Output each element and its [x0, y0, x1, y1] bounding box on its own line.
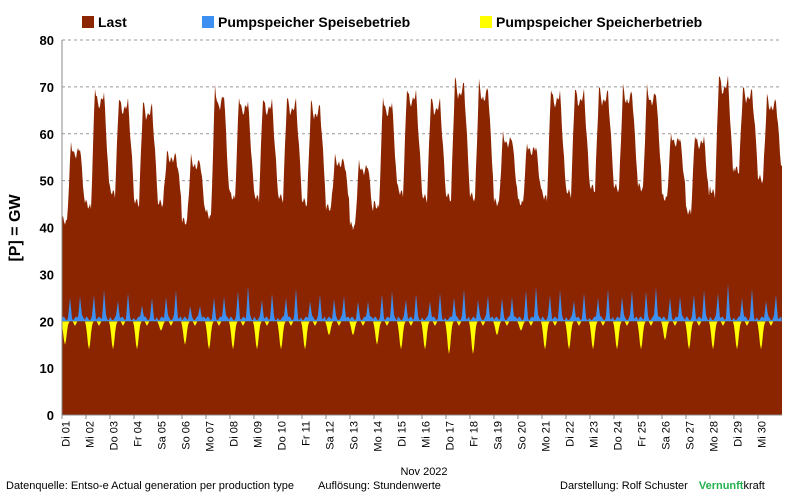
series-speisebetrieb [62, 284, 782, 322]
x-tick-label: Sa 26 [661, 421, 673, 450]
x-tick-label: Di 22 [565, 421, 577, 447]
x-tick-label: Mi 30 [757, 421, 769, 448]
footer-resolution: Auflösung: Stundenwerte [318, 480, 441, 492]
legend-label-speicherbetrieb: Pumpspeicher Speicherbetrieb [496, 14, 702, 30]
y-tick-label: 60 [40, 127, 54, 142]
series-last [62, 75, 782, 415]
x-tick-label: Mi 16 [421, 421, 433, 448]
x-tick-label: So 13 [349, 421, 361, 450]
footer-brand-green: Vernunft [699, 480, 744, 492]
y-tick-label: 0 [47, 408, 54, 423]
x-tick-label: Di 08 [229, 421, 241, 447]
y-axis-label: [P] = GW [7, 194, 24, 262]
y-tick-label: 50 [40, 174, 54, 189]
y-tick-label: 20 [40, 314, 54, 329]
y-tick-label: 70 [40, 80, 54, 95]
x-tick-label: Fr 11 [301, 421, 313, 446]
y-axis-ticks: 0 10 20 30 40 50 60 70 80 [40, 33, 54, 423]
x-tick-label: Di 29 [733, 421, 745, 447]
legend-label-speisebetrieb: Pumpspeicher Speisebetrieb [218, 14, 410, 30]
y-tick-label: 10 [40, 361, 54, 376]
legend-swatch-speisebetrieb [202, 16, 214, 28]
y-tick-label: 80 [40, 33, 54, 48]
x-axis-ticks: Di 01 Mi 02 Do 03 Fr 04 Sa 05 So 06 Mo 07 Di 08… [61, 415, 769, 452]
area-last [62, 75, 782, 415]
footer-credit: Darstellung: Rolf Schuster Vernunftkraft [560, 480, 765, 492]
x-tick-label: Di 15 [397, 421, 409, 447]
x-tick-label: Mo 14 [373, 421, 385, 452]
x-tick-label: Di 01 [61, 421, 73, 447]
y-tick-label: 30 [40, 267, 54, 282]
legend: Last Pumpspeicher Speisebetrieb Pumpspei… [82, 14, 702, 30]
x-tick-label: Mi 02 [85, 421, 97, 448]
x-tick-label: Sa 19 [493, 421, 505, 450]
x-tick-label: So 06 [181, 421, 193, 450]
x-axis-label: Nov 2022 [400, 466, 447, 478]
footer-brand-black: kraft [743, 480, 764, 492]
x-tick-label: Fr 25 [637, 421, 649, 447]
x-tick-label: Mo 28 [709, 421, 721, 452]
x-tick-label: Do 10 [277, 421, 289, 450]
x-tick-label: Mo 07 [205, 421, 217, 452]
area-speicherbetrieb [62, 321, 782, 355]
x-tick-label: Sa 12 [325, 421, 337, 450]
y-tick-label: 40 [40, 221, 54, 236]
area-speisebetrieb [62, 284, 782, 322]
series-speicherbetrieb [62, 320, 782, 355]
x-tick-label: Fr 18 [469, 421, 481, 447]
x-tick-label: So 20 [517, 421, 529, 450]
x-tick-label: Fr 04 [133, 421, 145, 447]
x-tick-label: Mi 23 [589, 421, 601, 448]
x-tick-label: Mi 09 [253, 421, 265, 448]
legend-swatch-speicherbetrieb [480, 16, 492, 28]
x-tick-label: Sa 05 [157, 421, 169, 450]
x-tick-label: Mo 21 [541, 421, 553, 452]
footer-source: Datenquelle: Entso-e Actual generation p… [6, 480, 294, 492]
footer-credit-author: Darstellung: Rolf Schuster [560, 480, 688, 492]
x-tick-label: Do 03 [109, 421, 121, 450]
x-tick-label: So 27 [685, 421, 697, 450]
x-tick-label: Do 24 [613, 421, 625, 450]
x-tick-label: Do 17 [445, 421, 457, 450]
legend-swatch-last [82, 16, 94, 28]
legend-label-last: Last [98, 14, 127, 30]
